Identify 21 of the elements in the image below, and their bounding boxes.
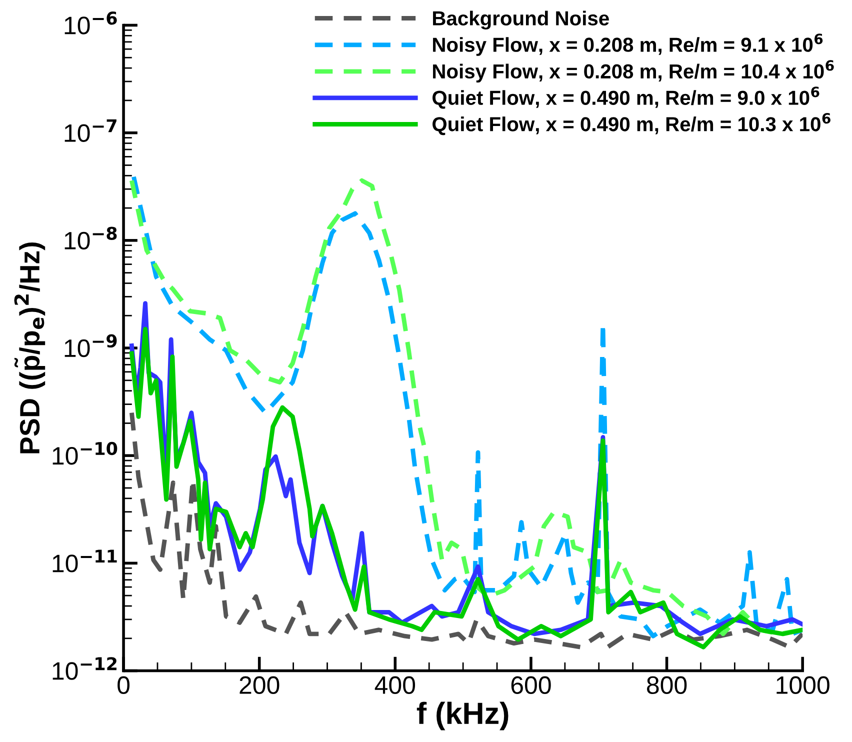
legend-label: Quiet Flow, x = 0.490 m, Re/m = 9.0 x 10$^{6}$ — [432, 86, 820, 109]
legend-label: Noisy Flow, x = 0.208 m, Re/m = 10.4 x 10$^{6}$ — [433, 60, 834, 82]
y-tick-label: 10$^{−6}$ — [64, 12, 117, 34]
y-tick-label: 10$^{−11}$ — [52, 550, 117, 572]
x-tick-label: 1000 — [776, 676, 830, 694]
y-tick-label: 10$^{−10}$ — [52, 442, 118, 465]
x-tick-label: 600 — [511, 676, 551, 694]
x-tick-label: 400 — [374, 676, 416, 694]
y-axis-title: PSD ((p̃/p$_{e}$)$^{2}$/Hz) — [14, 242, 46, 454]
line-series — [129, 410, 803, 650]
x-tick-label: 800 — [647, 676, 687, 694]
x-tick-label: 200 — [240, 676, 280, 694]
y-tick-label: 10$^{−9}$ — [64, 334, 117, 358]
legend-label: Noisy Flow, x = 0.208 m, Re/m = 9.1 x 10$^{6}$ — [433, 34, 823, 56]
legend-label: Quiet Flow, x = 0.490 m, Re/m = 10.3 x 10$^{6}$ — [432, 112, 830, 136]
y-tick-label: 10$^{−8}$ — [64, 226, 117, 250]
x-axis-title: f (kHz) — [416, 702, 508, 730]
y-tick-label: 10$^{−12}$ — [52, 657, 116, 680]
legend-label: Background Noise — [433, 10, 609, 30]
y-tick-label: 10$^{−7}$ — [64, 119, 116, 142]
x-tick-label: 0 — [118, 676, 130, 694]
